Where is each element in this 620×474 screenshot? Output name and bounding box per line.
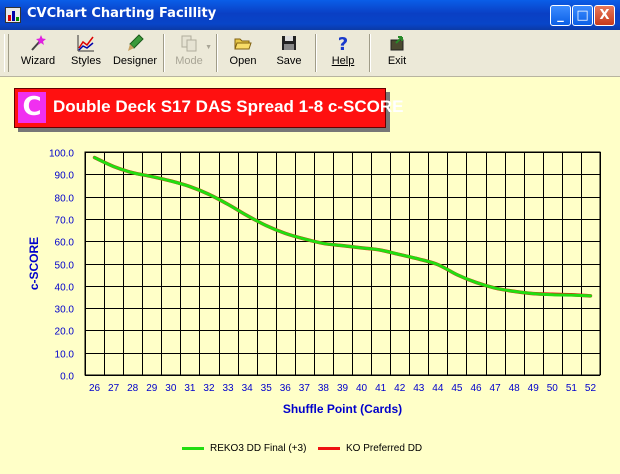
x-tick-label: 29 xyxy=(146,383,158,394)
x-tick-label: 51 xyxy=(566,383,578,394)
x-tick-label: 52 xyxy=(585,383,597,394)
exit-button[interactable]: Exit xyxy=(376,32,418,74)
series-line-reko xyxy=(93,156,592,298)
x-tick-label: 47 xyxy=(490,383,502,394)
chart-title: Double Deck S17 DAS Spread 1-8 c-SCORE xyxy=(53,97,404,116)
x-tick-label: 35 xyxy=(261,383,273,394)
x-tick-label: 41 xyxy=(375,383,387,394)
x-tick-label: 40 xyxy=(356,383,368,394)
x-tick-label: 48 xyxy=(509,383,521,394)
x-tick-label: 50 xyxy=(547,383,559,394)
x-tick-label: 44 xyxy=(432,383,444,394)
open-label: Open xyxy=(229,55,257,67)
paint-brush-icon xyxy=(126,34,144,52)
designer-label: Designer xyxy=(112,55,158,67)
styles-label: Styles xyxy=(71,55,101,67)
x-tick-label: 30 xyxy=(165,383,177,394)
x-tick-label: 33 xyxy=(222,383,234,394)
help-label: Help xyxy=(331,55,355,67)
plot-area xyxy=(84,151,601,376)
x-tick-label: 27 xyxy=(108,383,120,394)
toolbar-separator xyxy=(163,34,165,72)
wizard-button[interactable]: Wizard xyxy=(14,32,62,74)
legend-item-ko: KO Preferred DD xyxy=(318,443,422,454)
magic-wand-icon xyxy=(29,34,47,52)
x-tick-label: 49 xyxy=(528,383,540,394)
cvchart-logo: C xyxy=(18,92,46,123)
x-tick-label: 36 xyxy=(280,383,292,394)
dropdown-arrow-icon[interactable]: ▼ xyxy=(205,44,212,51)
mode-label: Mode xyxy=(175,55,203,67)
legend-swatch-red xyxy=(318,446,340,450)
x-tick-label: 43 xyxy=(413,383,425,394)
save-label: Save xyxy=(276,55,302,67)
y-tick-label: 10.0 xyxy=(55,350,75,361)
title-bar: CVChart Charting Facillity _ □ X xyxy=(0,0,620,30)
designer-button[interactable]: Designer xyxy=(110,32,160,74)
exit-door-icon xyxy=(388,34,406,52)
toolbar-separator xyxy=(369,34,371,72)
y-tick-label: 20.0 xyxy=(55,327,75,338)
close-button[interactable]: X xyxy=(594,5,615,26)
open-button[interactable]: Open xyxy=(222,32,264,74)
legend-item-reko: REKO3 DD Final (+3) xyxy=(182,443,306,454)
toolbar-separator xyxy=(315,34,317,72)
legend-label-reko: REKO3 DD Final (+3) xyxy=(210,443,307,454)
y-tick-label: 30.0 xyxy=(55,305,75,316)
styles-button[interactable]: Styles xyxy=(64,32,108,74)
x-tick-label: 28 xyxy=(127,383,139,394)
x-tick-label: 38 xyxy=(318,383,330,394)
toolbar: Wizard Styles Designer Mode ▼ Open Save xyxy=(0,30,620,77)
x-tick-label: 32 xyxy=(203,383,215,394)
y-tick-label: 40.0 xyxy=(55,283,75,294)
x-tick-label: 31 xyxy=(184,383,196,394)
x-tick-label: 42 xyxy=(394,383,406,394)
legend-swatch-green xyxy=(182,446,204,450)
x-tick-label: 39 xyxy=(337,383,349,394)
y-tick-label: 0.0 xyxy=(60,372,74,383)
floppy-disk-icon xyxy=(280,34,298,52)
x-tick-label: 45 xyxy=(451,383,463,394)
wizard-label: Wizard xyxy=(20,55,56,67)
chart-title-banner: C Double Deck S17 DAS Spread 1-8 c-SCORE xyxy=(14,88,404,128)
y-tick-label: 50.0 xyxy=(55,261,75,272)
y-tick-label: 100.0 xyxy=(49,149,74,160)
folder-open-icon xyxy=(234,34,252,52)
toolbar-separator xyxy=(216,34,218,72)
y-axis-label: c-SCORE xyxy=(27,237,41,290)
x-tick-label: 26 xyxy=(89,383,101,394)
maximize-button[interactable]: □ xyxy=(572,5,593,26)
window-title: CVChart Charting Facillity xyxy=(27,6,217,21)
copy-icon xyxy=(180,34,198,52)
x-tick-label: 34 xyxy=(242,383,254,394)
help-button[interactable]: ? Help xyxy=(322,32,364,74)
y-tick-label: 70.0 xyxy=(55,216,75,227)
exit-label: Exit xyxy=(387,55,407,67)
y-tick-label: 90.0 xyxy=(55,171,75,182)
svg-text:?: ? xyxy=(338,34,348,52)
line-chart-icon xyxy=(77,34,95,52)
app-chart-icon[interactable] xyxy=(5,7,21,23)
minimize-button[interactable]: _ xyxy=(550,5,571,26)
y-tick-label: 80.0 xyxy=(55,194,75,205)
mode-button[interactable]: Mode ▼ xyxy=(166,32,212,74)
y-tick-label: 60.0 xyxy=(55,238,75,249)
legend-label-ko: KO Preferred DD xyxy=(346,443,423,454)
help-question-icon: ? xyxy=(334,34,352,55)
toolbar-grip[interactable] xyxy=(4,34,9,72)
x-tick-label: 37 xyxy=(299,383,311,394)
save-button[interactable]: Save xyxy=(268,32,310,74)
x-axis-label: Shuffle Point (Cards) xyxy=(283,402,402,416)
x-tick-label: 46 xyxy=(470,383,482,394)
